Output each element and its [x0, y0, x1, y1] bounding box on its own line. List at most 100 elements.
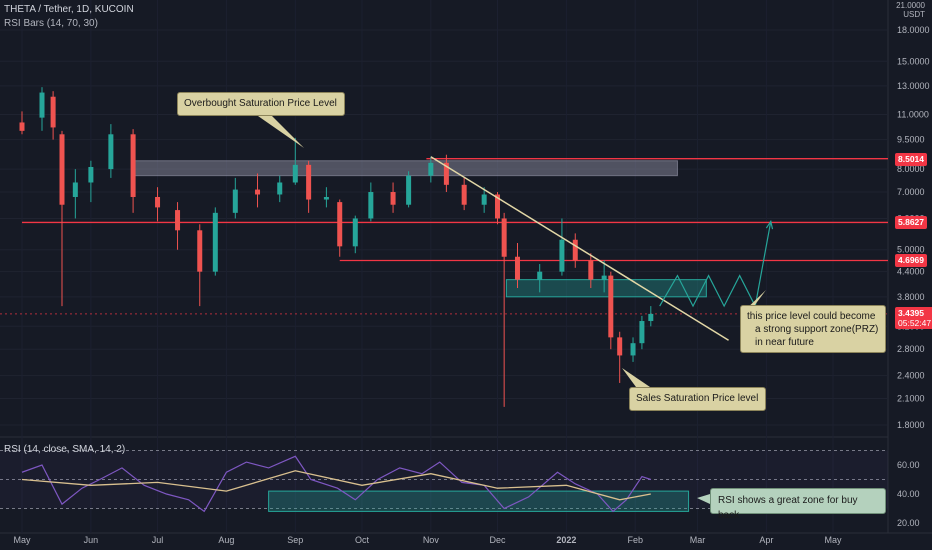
candle-2 — [50, 96, 56, 128]
price-tag-8-5014: 8.5014 — [895, 152, 927, 166]
candle-35 — [608, 275, 614, 338]
candle-25 — [461, 184, 467, 205]
rsi-line — [21, 455, 651, 513]
candle-32 — [572, 239, 578, 261]
x-tick-2: Jul — [152, 535, 164, 545]
y-tick-2: 13.0000 — [897, 81, 930, 91]
candle-1 — [39, 92, 45, 118]
rsi-buy-zone — [268, 490, 690, 512]
y-tick-8: 5.0000 — [897, 245, 925, 255]
candle-13 — [255, 189, 261, 195]
candle-34 — [601, 275, 607, 280]
rsi-zone-callout[interactable]: RSI shows a great zone for buy back — [710, 488, 886, 521]
indicator-title[interactable]: RSI Bars (14, 70, 30) — [4, 18, 98, 29]
rsi-zone-pointer — [697, 494, 710, 504]
x-tick-10: Mar — [690, 535, 706, 545]
candle-12 — [232, 189, 238, 213]
projection-arrowhead — [765, 219, 774, 230]
candle-28 — [501, 218, 507, 257]
candle-27 — [494, 194, 500, 219]
x-tick-7: Dec — [489, 535, 506, 545]
rsi-y-tick-0: 60.00 — [897, 460, 920, 470]
zone-green — [505, 279, 707, 298]
x-tick-12: May — [824, 535, 842, 545]
candle-3 — [59, 134, 65, 205]
y-tick-15: 1.8000 — [897, 420, 925, 430]
candle-11 — [212, 212, 218, 272]
candle-37 — [630, 343, 636, 356]
candle-10 — [197, 230, 203, 272]
y-tick-3: 11.0000 — [897, 109, 929, 119]
candle-38 — [639, 321, 645, 344]
last-price-tag: 3.4395 05:52:47 — [895, 306, 932, 329]
price-tag-4-6969: 4.6969 — [895, 254, 927, 268]
rsi-ma-line — [21, 470, 651, 501]
y-tick-1: 15.0000 — [897, 56, 930, 66]
x-tick-6: Nov — [423, 535, 440, 545]
candle-0 — [19, 122, 25, 131]
candle-8 — [155, 196, 161, 208]
overbought-pointer — [258, 116, 304, 148]
axis-unit-top: 21.0000 — [896, 1, 925, 10]
candle-7 — [130, 134, 136, 197]
candle-17 — [323, 196, 329, 200]
rsi-title[interactable]: RSI (14, close, SMA, 14, 2) — [4, 444, 126, 455]
x-tick-8: 2022 — [556, 535, 576, 545]
x-tick-0: May — [13, 535, 31, 545]
y-tick-6: 7.0000 — [897, 187, 925, 197]
candle-36 — [617, 337, 623, 356]
candle-6 — [108, 134, 114, 170]
y-tick-0: 18.0000 — [897, 25, 930, 35]
y-tick-13: 2.4000 — [897, 371, 925, 381]
sales-callout[interactable]: Sales Saturation Price level — [629, 387, 766, 411]
last-price-value: 3.4395 — [898, 307, 924, 318]
candle-20 — [368, 192, 374, 219]
candle-16 — [306, 164, 312, 200]
candle-29 — [514, 256, 520, 280]
candle-22 — [406, 175, 412, 205]
candle-5 — [88, 166, 94, 183]
y-tick-5: 8.0000 — [897, 164, 925, 174]
candle-33 — [588, 260, 594, 280]
y-tick-9: 4.4000 — [897, 267, 925, 277]
countdown: 05:52:47 — [898, 317, 932, 328]
candle-18 — [337, 202, 343, 247]
projection-path — [659, 221, 772, 308]
y-tick-12: 2.8000 — [897, 344, 925, 354]
candle-19 — [352, 218, 358, 247]
rsi-y-tick-1: 40.00 — [897, 489, 920, 499]
prz-line-1: this price level could become — [747, 311, 876, 322]
x-tick-4: Sep — [287, 535, 303, 545]
candle-39 — [648, 313, 654, 322]
candle-21 — [390, 192, 396, 205]
candle-26 — [481, 194, 487, 205]
candle-15 — [292, 164, 298, 183]
candle-9 — [175, 210, 181, 231]
candle-4 — [72, 182, 78, 197]
y-tick-4: 9.5000 — [897, 135, 925, 145]
x-tick-9: Feb — [627, 535, 643, 545]
y-tick-14: 2.1000 — [897, 394, 925, 404]
zone-gray — [132, 160, 678, 177]
x-tick-3: Aug — [218, 535, 234, 545]
trend-line — [430, 156, 729, 341]
y-tick-10: 3.8000 — [897, 292, 925, 302]
candle-14 — [277, 182, 283, 195]
symbol-title[interactable]: THETA / Tether, 1D, KUCOIN — [4, 4, 134, 15]
overbought-callout[interactable]: Overbought Saturation Price Level — [177, 92, 345, 116]
prz-line-3: in near future — [755, 337, 814, 348]
axis-unit: 21.0000 USDT — [893, 1, 925, 19]
axis-unit-bottom: USDT — [903, 10, 925, 19]
sales-pointer — [622, 368, 650, 387]
candle-31 — [559, 239, 565, 272]
x-tick-5: Oct — [355, 535, 370, 545]
x-tick-1: Jun — [84, 535, 99, 545]
prz-callout[interactable]: this price level could become a strong s… — [740, 305, 886, 353]
rsi-y-tick-2: 20.00 — [897, 518, 920, 528]
candle-30 — [537, 271, 543, 280]
prz-line-2: a strong support zone(PRZ) — [755, 324, 879, 335]
candle-23 — [428, 162, 434, 176]
rsi-pane — [0, 437, 888, 533]
